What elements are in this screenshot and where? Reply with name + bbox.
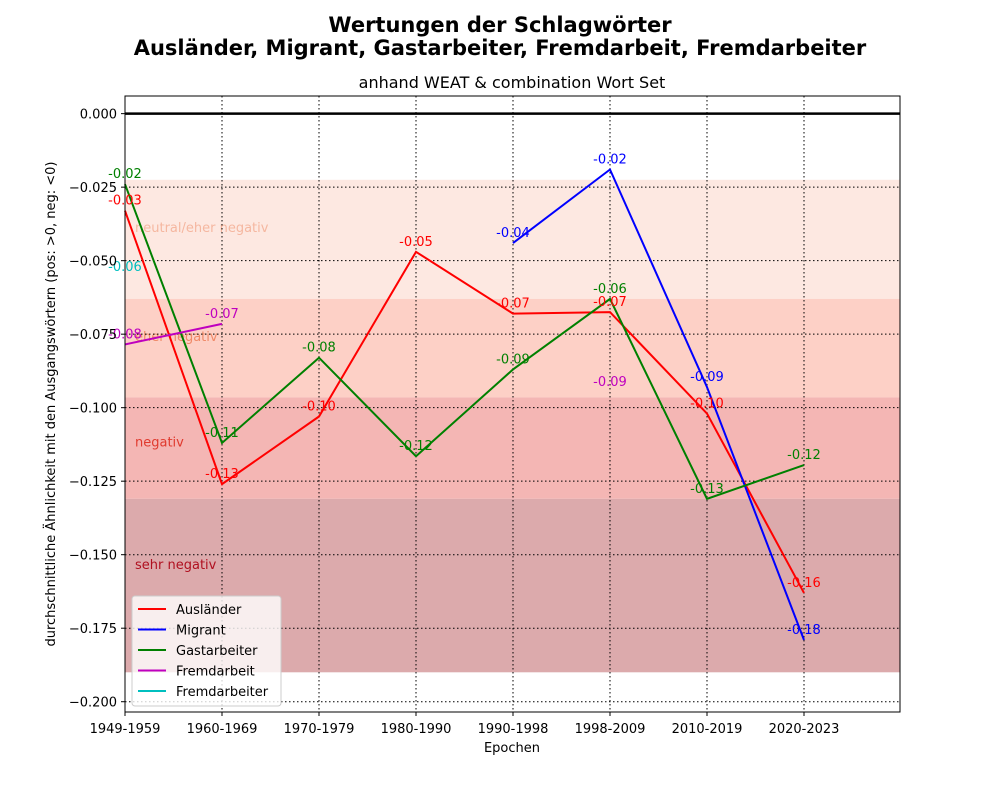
data-label-gastarbeiter: -0.08 bbox=[302, 341, 336, 356]
legend-label: Fremdarbeiter bbox=[176, 685, 269, 700]
series-line-fremdarbeit bbox=[124, 322, 223, 346]
data-label-ausl-nder: -0.10 bbox=[302, 399, 336, 414]
y-tick-label: −0.025 bbox=[69, 181, 117, 196]
band-label: negativ bbox=[135, 435, 184, 450]
data-label-migrant: -0.04 bbox=[496, 226, 530, 241]
y-tick-label: −0.150 bbox=[69, 549, 117, 564]
y-axis-ticks: 0.000 −0.025 −0.050 −0.075 −0.100 −0.125 −0.15… bbox=[69, 108, 125, 711]
data-label-gastarbeiter: -0.12 bbox=[399, 439, 433, 454]
chart-title-line1: Wertungen der Schlagwörter bbox=[328, 13, 672, 37]
band-1 bbox=[125, 179, 900, 299]
legend-label: Fremdarbeit bbox=[176, 665, 255, 680]
legend: Ausländer Migrant Gastarbeiter Fremdarbeit F… bbox=[131, 595, 282, 707]
y-tick-label: −0.050 bbox=[69, 255, 117, 270]
x-tick-label: 2020-2023 bbox=[769, 722, 840, 737]
series-line-ausl-nder bbox=[124, 210, 805, 594]
y-tick-label: −0.075 bbox=[69, 328, 117, 343]
data-label-gastarbeiter: -0.13 bbox=[690, 482, 724, 497]
series-line-migrant bbox=[512, 167, 805, 641]
band-label: neutral/eher negativ bbox=[135, 221, 269, 236]
x-tick-label: 2010-2019 bbox=[672, 722, 743, 737]
band-label: sehr negativ bbox=[135, 558, 217, 573]
legend-box bbox=[131, 595, 282, 707]
data-labels: -0.03-0.13-0.10-0.05-0.07 -0.07-0.10-0.16… bbox=[108, 153, 821, 638]
data-label-ausl-nder: -0.13 bbox=[205, 467, 239, 482]
data-label-ausl-nder: -0.05 bbox=[399, 235, 433, 250]
legend-label: Migrant bbox=[176, 624, 226, 639]
x-axis-label: Epochen bbox=[484, 741, 540, 756]
data-label-gastarbeiter: -0.11 bbox=[205, 426, 239, 441]
chart-subtitle: anhand WEAT & combination Wort Set bbox=[359, 73, 666, 92]
data-label-fremdarbeit: -0.09 bbox=[593, 375, 627, 390]
x-axis-ticks: 1949-1959 1960-1969 1970-1979 1980-1990 1990… bbox=[90, 712, 840, 737]
data-label-fremdarbeit: -0.07 bbox=[205, 307, 239, 322]
data-label-gastarbeiter: -0.09 bbox=[496, 352, 530, 367]
legend-label: Gastarbeiter bbox=[176, 644, 258, 659]
legend-label: Ausländer bbox=[176, 603, 242, 618]
data-label-ausl-nder: -0.07 bbox=[496, 297, 530, 312]
data-label-migrant: -0.09 bbox=[690, 370, 724, 385]
data-label-ausl-nder: -0.16 bbox=[787, 576, 821, 591]
x-tick-label: 1960-1969 bbox=[187, 722, 258, 737]
x-tick-label: 1998-2009 bbox=[575, 722, 646, 737]
chart-title-line2: Ausländer, Migrant, Gastarbeiter, Fremda… bbox=[134, 36, 867, 60]
x-tick-label: 1970-1979 bbox=[284, 722, 355, 737]
band-label: eher negativ bbox=[135, 330, 218, 345]
series-lines bbox=[124, 167, 805, 641]
x-tick-label: 1949-1959 bbox=[90, 722, 161, 737]
y-tick-label: −0.200 bbox=[69, 696, 117, 711]
data-label-migrant: -0.02 bbox=[593, 153, 627, 168]
y-tick-label: −0.100 bbox=[69, 402, 117, 417]
data-label-gastarbeiter: -0.12 bbox=[787, 448, 821, 463]
data-label-gastarbeiter: -0.06 bbox=[593, 282, 627, 297]
data-label-ausl-nder: -0.10 bbox=[690, 397, 724, 412]
x-tick-label: 1980-1990 bbox=[381, 722, 452, 737]
y-axis-label: durchschnittliche Ähnlichkeit mit den Au… bbox=[43, 161, 59, 646]
y-tick-label: 0.000 bbox=[80, 108, 117, 123]
x-tick-label: 1990-1998 bbox=[478, 722, 549, 737]
series-line-gastarbeiter bbox=[124, 183, 805, 501]
y-tick-label: −0.125 bbox=[69, 475, 117, 490]
data-label-migrant: -0.18 bbox=[787, 623, 821, 638]
data-label-ausl-nder: -0.07 bbox=[593, 295, 627, 310]
y-tick-label: −0.175 bbox=[69, 622, 117, 637]
